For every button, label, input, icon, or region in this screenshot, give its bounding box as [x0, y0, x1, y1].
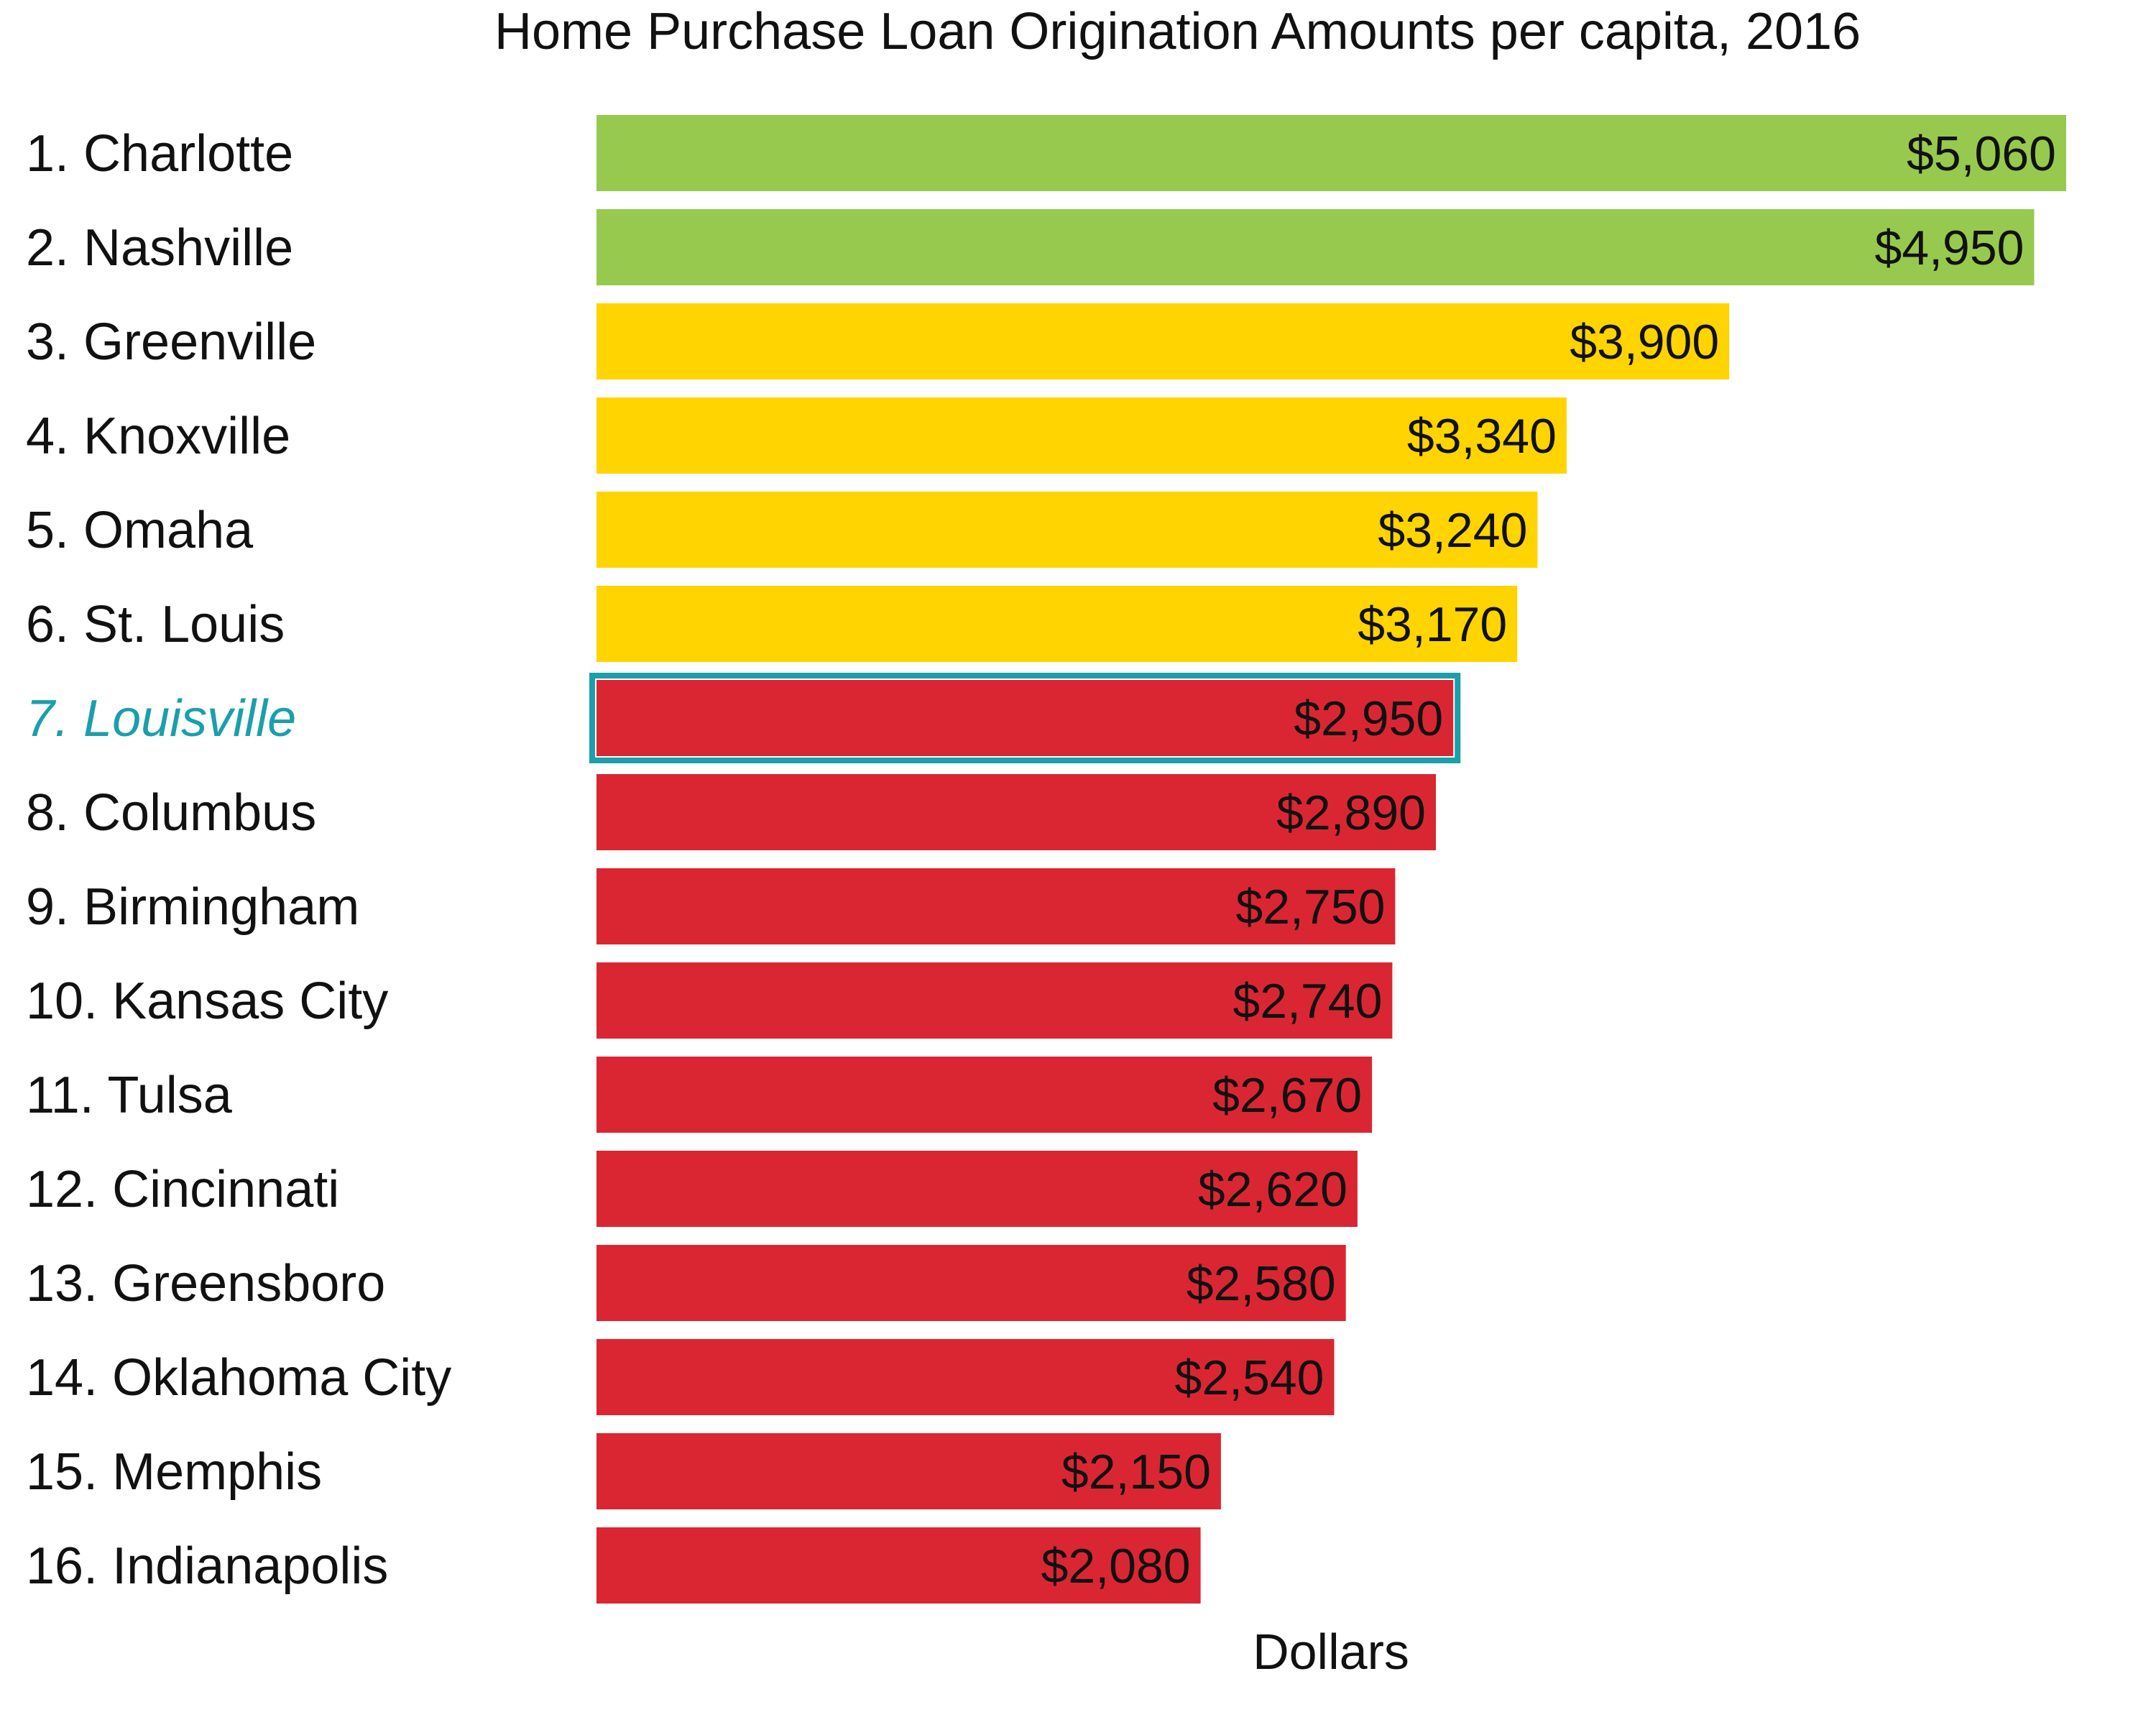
- category-label-14: 14. Oklahoma City: [26, 1349, 451, 1407]
- category-label-3: 3. Greenville: [26, 313, 316, 371]
- category-label-11: 11. Tulsa: [26, 1067, 233, 1124]
- category-label-4: 4. Knoxville: [26, 408, 290, 465]
- value-label-4: $3,340: [1407, 409, 1557, 464]
- category-label-6: 6. St. Louis: [26, 596, 285, 653]
- value-label-15: $2,150: [1061, 1445, 1211, 1499]
- category-label-15: 15. Memphis: [26, 1443, 322, 1501]
- value-label-5: $3,240: [1378, 503, 1527, 558]
- category-label-13: 13. Greensboro: [26, 1255, 385, 1312]
- bar-15: [596, 1433, 1221, 1509]
- category-label-9: 9. Birmingham: [26, 878, 359, 936]
- x-axis-label: Dollars: [1253, 1624, 1409, 1680]
- category-label-2: 2. Nashville: [26, 219, 293, 277]
- bar-10: [596, 962, 1393, 1039]
- bar-11: [596, 1057, 1373, 1133]
- value-label-8: $2,890: [1276, 786, 1426, 840]
- bar-7: [596, 680, 1454, 756]
- value-label-2: $4,950: [1875, 221, 2024, 275]
- category-label-7: 7. Louisville: [26, 690, 296, 748]
- category-label-8: 8. Columbus: [26, 784, 316, 842]
- bar-8: [596, 774, 1436, 850]
- category-label-1: 1. Charlotte: [26, 125, 293, 183]
- bar-5: [596, 492, 1538, 568]
- value-label-6: $3,170: [1358, 597, 1507, 652]
- value-labels: $5,060 $4,950 $3,900$3,340 $3,240 $3,170 $2,9…: [1041, 126, 2056, 1593]
- bars-layer: [589, 115, 2066, 1604]
- bar-16: [596, 1527, 1201, 1604]
- bar-4: [596, 397, 1567, 474]
- value-label-11: $2,670: [1212, 1068, 1362, 1123]
- bar-2: [596, 209, 2035, 285]
- value-label-7: $2,950: [1294, 691, 1443, 746]
- category-label-10: 10. Kansas City: [26, 972, 388, 1030]
- highlight-outline: [589, 673, 1461, 763]
- value-label-9: $2,750: [1235, 880, 1385, 934]
- value-label-13: $2,580: [1187, 1256, 1336, 1311]
- value-label-1: $5,060: [1907, 126, 2056, 181]
- category-label-12: 12. Cincinnati: [26, 1161, 339, 1218]
- bar-14: [596, 1339, 1335, 1415]
- value-label-16: $2,080: [1041, 1539, 1191, 1593]
- bar-13: [596, 1245, 1346, 1321]
- value-label-10: $2,740: [1233, 974, 1382, 1029]
- value-label-12: $2,620: [1198, 1162, 1348, 1217]
- value-label-3: $3,900: [1570, 315, 1719, 369]
- category-label-5: 5. Omaha: [26, 502, 254, 559]
- bar-12: [596, 1151, 1358, 1227]
- bar-9: [596, 868, 1396, 944]
- category-label-16: 16. Indianapolis: [26, 1537, 388, 1595]
- bar-6: [596, 586, 1518, 662]
- category-labels: 1. Charlotte 2. Nashville 3. Greenville 4. …: [26, 125, 451, 1595]
- value-label-14: $2,540: [1175, 1351, 1325, 1405]
- bar-3: [596, 303, 1730, 380]
- chart-title: Home Purchase Loan Origination Amounts p…: [494, 3, 1861, 60]
- bar-1: [596, 115, 2066, 191]
